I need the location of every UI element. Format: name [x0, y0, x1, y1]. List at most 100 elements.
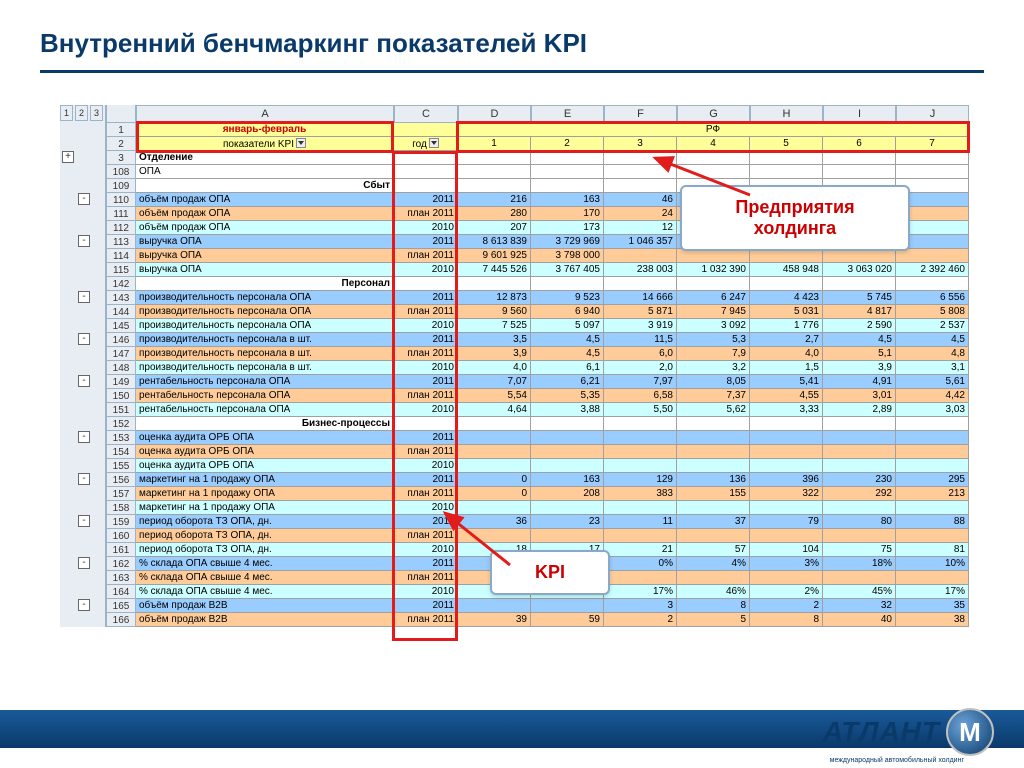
cell-indicator[interactable]: ОПА: [136, 165, 394, 179]
cell-value[interactable]: [896, 417, 969, 431]
collapse-icon[interactable]: -: [78, 431, 90, 443]
cell-year[interactable]: план 2011: [394, 347, 458, 361]
cell-value[interactable]: 45%: [823, 585, 896, 599]
cell-value[interactable]: [458, 529, 531, 543]
cell-indicator[interactable]: маркетинг на 1 продажу ОПА: [136, 501, 394, 515]
cell-year[interactable]: 2010: [394, 263, 458, 277]
cell-indicator[interactable]: рентабельность персонала ОПА: [136, 375, 394, 389]
cell-value[interactable]: 12: [604, 221, 677, 235]
cell-value[interactable]: 2: [750, 599, 823, 613]
cell-indicator[interactable]: Персонал: [136, 277, 394, 291]
cell-value[interactable]: 6,1: [531, 361, 604, 375]
cell-indicator[interactable]: Сбыт: [136, 179, 394, 193]
cell-value[interactable]: 5,62: [677, 403, 750, 417]
cell-value[interactable]: [458, 165, 531, 179]
cell-year[interactable]: [394, 151, 458, 165]
cell-value[interactable]: 6 940: [531, 305, 604, 319]
cell-value[interactable]: [604, 165, 677, 179]
cell-value[interactable]: 5,1: [823, 347, 896, 361]
cell-value[interactable]: 2: [604, 613, 677, 627]
cell-value[interactable]: 4,5: [823, 333, 896, 347]
row-head[interactable]: 149: [106, 375, 136, 389]
co-3[interactable]: 3: [604, 137, 677, 151]
cell-year[interactable]: план 2011: [394, 207, 458, 221]
col-H[interactable]: H: [750, 105, 823, 123]
cell-year[interactable]: план 2011: [394, 445, 458, 459]
cell-value[interactable]: 5,54: [458, 389, 531, 403]
cell-value[interactable]: [531, 459, 604, 473]
cell-year[interactable]: 2010: [394, 361, 458, 375]
cell-value[interactable]: 1,5: [750, 361, 823, 375]
cell-value[interactable]: [823, 459, 896, 473]
cell-value[interactable]: [458, 277, 531, 291]
cell-value[interactable]: 5,50: [604, 403, 677, 417]
cell-indicator[interactable]: маркетинг на 1 продажу ОПА: [136, 487, 394, 501]
cell-indicator[interactable]: Отделение: [136, 151, 394, 165]
cell-year[interactable]: 2011: [394, 375, 458, 389]
collapse-icon[interactable]: -: [78, 235, 90, 247]
col-E[interactable]: E: [531, 105, 604, 123]
cell-year[interactable]: 2011: [394, 431, 458, 445]
cell-value[interactable]: [531, 501, 604, 515]
cell-value[interactable]: [750, 151, 823, 165]
cell-value[interactable]: 5,41: [750, 375, 823, 389]
cell-value[interactable]: 1 046 357: [604, 235, 677, 249]
cell-indicator[interactable]: выручка ОПА: [136, 235, 394, 249]
cell-indicator[interactable]: оценка аудита ОРБ ОПА: [136, 431, 394, 445]
cell-value[interactable]: 3,1: [896, 361, 969, 375]
cell-value[interactable]: 129: [604, 473, 677, 487]
col-A[interactable]: A: [136, 105, 394, 123]
cell-value[interactable]: [896, 459, 969, 473]
col-I[interactable]: I: [823, 105, 896, 123]
cell-value[interactable]: [750, 277, 823, 291]
row-head[interactable]: 163: [106, 571, 136, 585]
cell-indicator[interactable]: Бизнес-процессы: [136, 417, 394, 431]
row-head[interactable]: 109: [106, 179, 136, 193]
cell-value[interactable]: 207: [458, 221, 531, 235]
co-4[interactable]: 4: [677, 137, 750, 151]
cell-value[interactable]: 5,61: [896, 375, 969, 389]
cell-value[interactable]: 8: [677, 599, 750, 613]
cell-value[interactable]: [458, 445, 531, 459]
cell-value[interactable]: [458, 179, 531, 193]
cell-year[interactable]: план 2011: [394, 389, 458, 403]
collapse-icon[interactable]: -: [78, 515, 90, 527]
cell-value[interactable]: [896, 431, 969, 445]
cell-value[interactable]: [604, 501, 677, 515]
cell-year[interactable]: 2011: [394, 599, 458, 613]
cell-indicator[interactable]: % склада ОПА свыше 4 мес.: [136, 557, 394, 571]
cell-year[interactable]: 2010: [394, 459, 458, 473]
cell-value[interactable]: 163: [531, 473, 604, 487]
cell-year[interactable]: 2011: [394, 557, 458, 571]
cell-year[interactable]: [394, 417, 458, 431]
cell-value[interactable]: 4,5: [531, 333, 604, 347]
cell-indicator[interactable]: производительность персонала ОПА: [136, 319, 394, 333]
cell-value[interactable]: [677, 165, 750, 179]
cell-value[interactable]: 37: [677, 515, 750, 529]
cell-indicator[interactable]: производительность персонала ОПА: [136, 305, 394, 319]
row-head[interactable]: 3: [106, 151, 136, 165]
year-label[interactable]: год: [394, 137, 458, 151]
cell-value[interactable]: 2,89: [823, 403, 896, 417]
cell-value[interactable]: 17%: [604, 585, 677, 599]
cell-value[interactable]: 39: [458, 613, 531, 627]
row-head[interactable]: 157: [106, 487, 136, 501]
cell-value[interactable]: [677, 529, 750, 543]
cell-value[interactable]: [531, 179, 604, 193]
col-J[interactable]: J: [896, 105, 969, 123]
cell-value[interactable]: 163: [531, 193, 604, 207]
cell-value[interactable]: 3: [604, 599, 677, 613]
cell-value[interactable]: 3,9: [458, 347, 531, 361]
col-F[interactable]: F: [604, 105, 677, 123]
cell-value[interactable]: 3,9: [823, 361, 896, 375]
row-head[interactable]: 111: [106, 207, 136, 221]
cell-value[interactable]: 5,35: [531, 389, 604, 403]
row-head[interactable]: 158: [106, 501, 136, 515]
cell-value[interactable]: [458, 599, 531, 613]
row-head[interactable]: 148: [106, 361, 136, 375]
cell-indicator[interactable]: производительность персонала в шт.: [136, 347, 394, 361]
cell-value[interactable]: [750, 501, 823, 515]
collapse-icon[interactable]: -: [78, 375, 90, 387]
cell-value[interactable]: [677, 151, 750, 165]
cell-value[interactable]: [896, 165, 969, 179]
